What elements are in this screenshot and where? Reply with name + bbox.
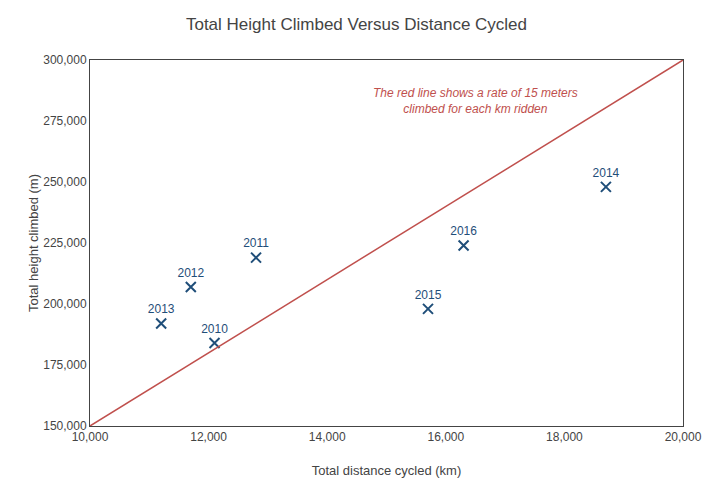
svg-text:2015: 2015 xyxy=(415,288,442,302)
svg-text:Total distance cycled (km): Total distance cycled (km) xyxy=(312,463,462,478)
svg-text:2013: 2013 xyxy=(148,302,175,316)
svg-text:2010: 2010 xyxy=(201,322,228,336)
svg-text:2016: 2016 xyxy=(450,224,477,238)
svg-text:2014: 2014 xyxy=(593,166,620,180)
svg-text:225,000: 225,000 xyxy=(43,236,87,250)
svg-text:200,000: 200,000 xyxy=(43,297,87,311)
svg-text:The red line shows a rate of 1: The red line shows a rate of 15 meterscl… xyxy=(373,86,578,116)
svg-text:20,000: 20,000 xyxy=(665,430,702,444)
svg-text:150,000: 150,000 xyxy=(43,419,87,433)
svg-text:14,000: 14,000 xyxy=(309,430,346,444)
svg-text:250,000: 250,000 xyxy=(43,175,87,189)
svg-text:16,000: 16,000 xyxy=(427,430,464,444)
svg-text:Total Height Climbed Versus Di: Total Height Climbed Versus Distance Cyc… xyxy=(186,15,527,34)
svg-text:175,000: 175,000 xyxy=(43,358,87,372)
svg-text:300,000: 300,000 xyxy=(43,53,87,67)
svg-text:12,000: 12,000 xyxy=(190,430,227,444)
svg-text:10,000: 10,000 xyxy=(72,430,109,444)
svg-text:275,000: 275,000 xyxy=(43,114,87,128)
svg-text:18,000: 18,000 xyxy=(546,430,583,444)
svg-text:2012: 2012 xyxy=(177,266,204,280)
svg-text:2011: 2011 xyxy=(243,236,269,250)
svg-text:Total height climbed (m): Total height climbed (m) xyxy=(26,174,41,312)
